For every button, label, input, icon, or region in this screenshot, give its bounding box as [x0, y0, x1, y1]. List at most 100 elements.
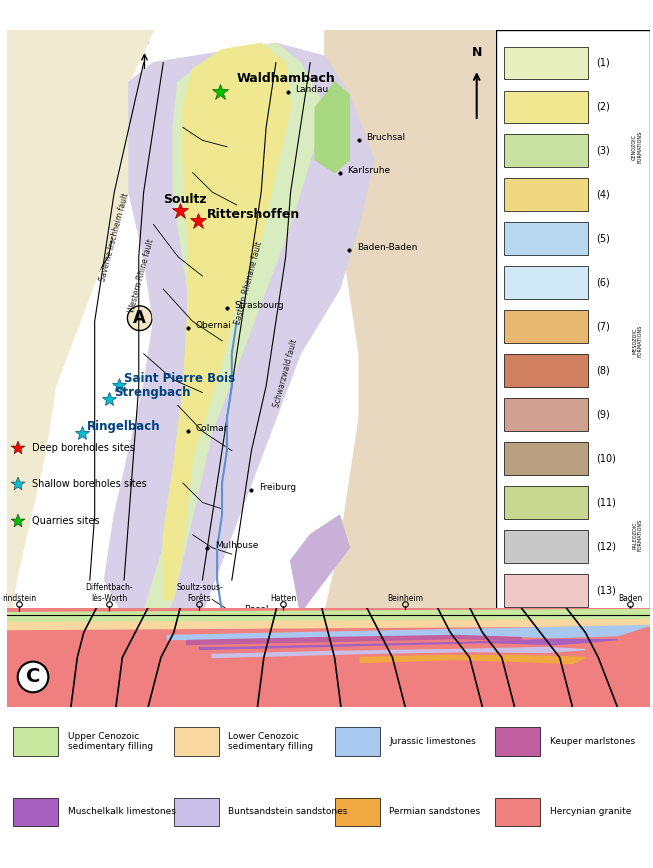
Text: Strengbach: Strengbach — [114, 386, 191, 399]
Text: (3): (3) — [596, 146, 610, 155]
Text: Saverne Irschheim fault: Saverne Irschheim fault — [98, 192, 131, 283]
Polygon shape — [291, 516, 349, 613]
Text: Muschelkalk limestones: Muschelkalk limestones — [68, 807, 176, 816]
Text: Bresse: Bresse — [57, 179, 75, 184]
Text: Upper Cenozoic
sedimentary filling: Upper Cenozoic sedimentary filling — [68, 732, 153, 751]
Text: North sea: North sea — [46, 46, 77, 51]
Bar — [504, 354, 588, 386]
Text: Landau: Landau — [296, 85, 328, 94]
Text: PALEOZOIC
FORMATIONS: PALEOZOIC FORMATIONS — [632, 519, 643, 551]
Text: Atlantic
Ocean: Atlantic Ocean — [8, 160, 21, 187]
Bar — [504, 530, 588, 562]
Text: (4): (4) — [596, 189, 610, 200]
Bar — [504, 90, 588, 123]
Text: Ringelbach: Ringelbach — [88, 419, 161, 432]
Bar — [504, 486, 588, 518]
Polygon shape — [360, 655, 585, 663]
Text: 50 km: 50 km — [389, 667, 408, 673]
Text: Lower Cenozoic
sedimentary filling: Lower Cenozoic sedimentary filling — [229, 732, 313, 751]
Polygon shape — [187, 635, 521, 645]
Text: (1): (1) — [596, 57, 610, 68]
Bar — [504, 443, 588, 475]
Bar — [496, 727, 541, 755]
Text: Hercynian granite: Hercynian granite — [550, 807, 631, 816]
Text: (9): (9) — [596, 410, 610, 419]
Text: Permian sandstones: Permian sandstones — [389, 807, 481, 816]
Bar — [174, 798, 219, 825]
Bar — [504, 575, 588, 607]
Text: Obernai: Obernai — [195, 321, 231, 330]
Text: Keuper marlstones: Keuper marlstones — [550, 737, 635, 746]
Text: (6): (6) — [596, 278, 610, 287]
Text: Soultz: Soultz — [163, 194, 207, 207]
Text: Baden: Baden — [618, 594, 643, 602]
Polygon shape — [315, 82, 349, 173]
Text: N: N — [471, 46, 482, 59]
Text: Dezayes, 2004: Dezayes, 2004 — [390, 663, 457, 673]
Text: Eastern Rhenane fault: Eastern Rhenane fault — [234, 240, 264, 326]
Text: CENOZOIC
FORMATIONS: CENOZOIC FORMATIONS — [632, 131, 643, 163]
Text: Karlsruhe: Karlsruhe — [347, 166, 390, 174]
Polygon shape — [7, 620, 650, 629]
Text: C: C — [26, 667, 40, 687]
Text: Mulhouse: Mulhouse — [215, 541, 258, 549]
Text: Beinheim: Beinheim — [387, 594, 423, 602]
Text: Rittershoffen: Rittershoffen — [208, 208, 300, 221]
Bar — [174, 727, 219, 755]
Text: 20 km: 20 km — [300, 667, 320, 673]
Bar — [334, 798, 379, 825]
Text: (12): (12) — [596, 542, 616, 551]
Text: 10 km: 10 km — [271, 667, 291, 673]
Text: Buntsandstein sandstones: Buntsandstein sandstones — [229, 807, 348, 816]
Text: (8): (8) — [596, 365, 610, 376]
Bar — [504, 398, 588, 431]
Text: Soultz-sous-
Forêts: Soultz-sous- Forêts — [176, 583, 223, 602]
Bar — [334, 727, 379, 755]
Bar — [504, 266, 588, 299]
Bar — [504, 311, 588, 343]
Bar — [13, 727, 58, 755]
Text: rindstein: rindstein — [3, 594, 37, 602]
Polygon shape — [19, 50, 116, 281]
Text: Schwarzwald fault: Schwarzwald fault — [272, 338, 299, 408]
Text: Jurassic limestones: Jurassic limestones — [389, 737, 476, 746]
Text: MESOZOIC
FORMATIONS: MESOZOIC FORMATIONS — [632, 325, 643, 357]
Bar — [504, 179, 588, 211]
Polygon shape — [212, 648, 585, 658]
Text: Western Rhine fault: Western Rhine fault — [127, 239, 155, 314]
Polygon shape — [200, 640, 618, 649]
Polygon shape — [7, 609, 650, 622]
Text: N: N — [141, 37, 148, 46]
Text: Colmar: Colmar — [195, 424, 227, 433]
Polygon shape — [104, 43, 374, 645]
Text: Lower
Rhine Graben: Lower Rhine Graben — [94, 102, 132, 113]
Polygon shape — [167, 626, 650, 640]
Text: Bruchsal: Bruchsal — [366, 134, 406, 142]
Bar — [93, 128, 105, 188]
Text: 0 km: 0 km — [244, 667, 259, 673]
Text: Strasbourg: Strasbourg — [234, 301, 284, 311]
Text: (5): (5) — [596, 233, 610, 244]
Text: 30 km: 30 km — [330, 667, 349, 673]
Text: Hatten: Hatten — [270, 594, 296, 602]
Text: Quarries sites: Quarries sites — [33, 516, 100, 526]
Text: (7): (7) — [596, 321, 610, 332]
Text: B: B — [620, 648, 633, 667]
Text: (13): (13) — [596, 585, 616, 595]
Bar — [13, 798, 58, 825]
Text: Limagne: Limagne — [45, 221, 69, 227]
Text: Shallow boreholes sites: Shallow boreholes sites — [33, 479, 147, 490]
Text: Waldhambach: Waldhambach — [237, 72, 336, 85]
Text: Upper
Rhine Graben: Upper Rhine Graben — [89, 148, 127, 159]
Text: Freiburg: Freiburg — [259, 483, 296, 491]
Text: FRANCE: FRANCE — [32, 147, 75, 157]
Polygon shape — [144, 43, 325, 645]
Bar — [496, 798, 541, 825]
Text: Diffentbach-
lès-Worth: Diffentbach- lès-Worth — [86, 583, 133, 602]
Text: Basel: Basel — [244, 605, 268, 615]
Text: (11): (11) — [596, 497, 616, 508]
Bar — [504, 222, 588, 255]
Polygon shape — [163, 43, 291, 600]
Text: (2): (2) — [596, 102, 610, 112]
Bar — [504, 47, 588, 79]
